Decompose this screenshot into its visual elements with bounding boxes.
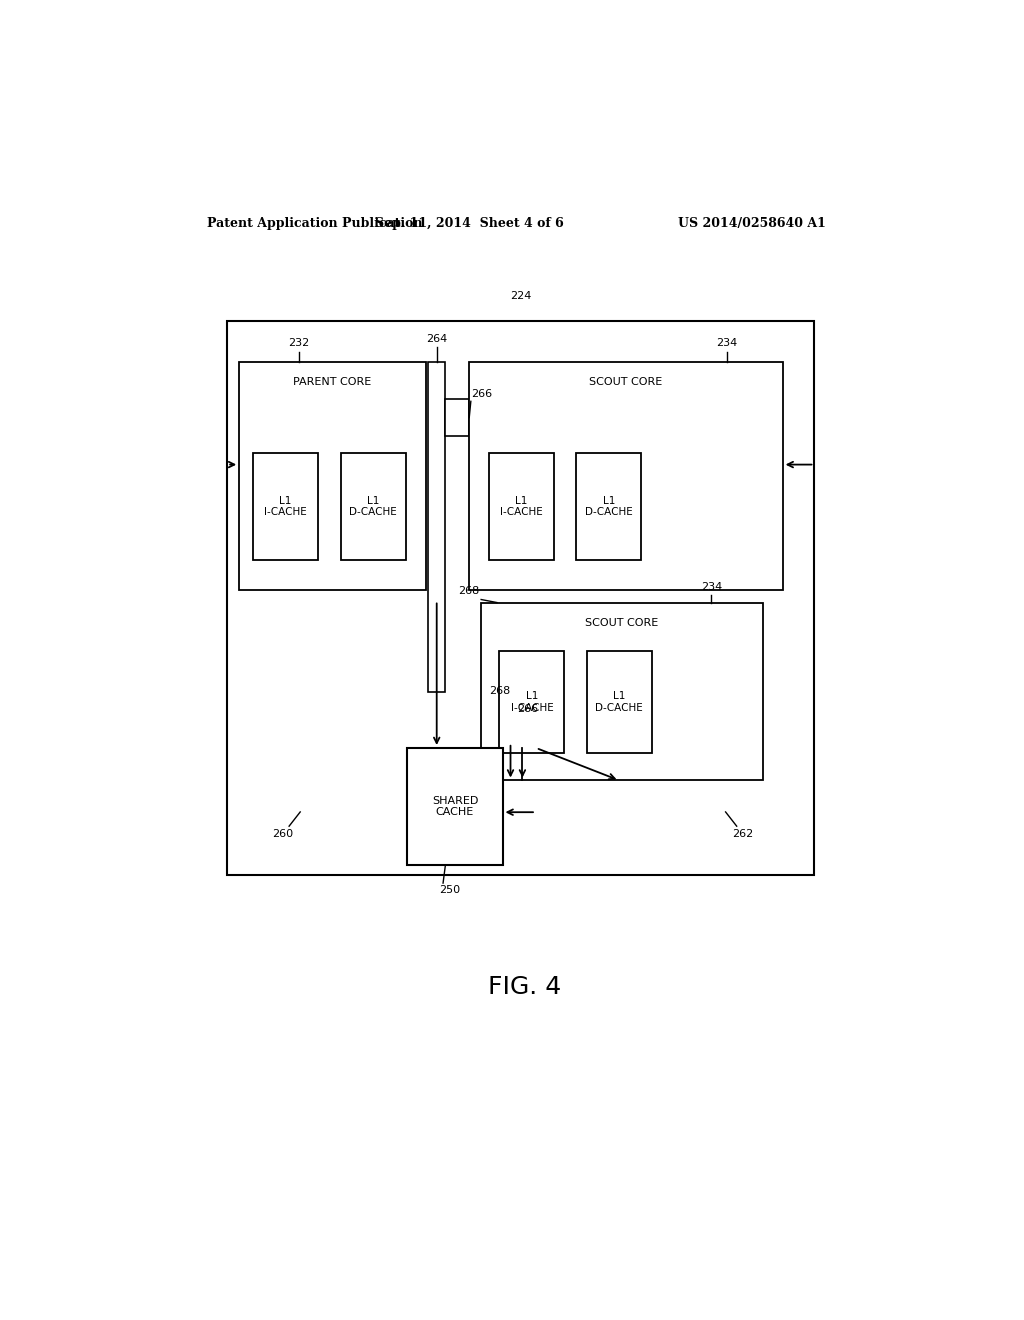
Bar — [428, 362, 445, 692]
Text: FIG. 4: FIG. 4 — [488, 974, 561, 999]
Bar — [469, 362, 782, 590]
Bar — [253, 453, 317, 560]
Bar — [577, 453, 641, 560]
Text: L1
I-CACHE: L1 I-CACHE — [264, 496, 306, 517]
Text: 268: 268 — [459, 586, 479, 597]
Text: 264: 264 — [426, 334, 447, 345]
Text: 250: 250 — [439, 886, 460, 895]
Text: 260: 260 — [272, 829, 293, 840]
Bar — [341, 453, 406, 560]
Text: 266: 266 — [517, 705, 538, 714]
Text: L1
I-CACHE: L1 I-CACHE — [511, 692, 553, 713]
Text: 262: 262 — [732, 829, 754, 840]
Bar — [445, 399, 469, 436]
Bar — [227, 321, 814, 875]
Bar — [587, 651, 651, 752]
Text: 224: 224 — [510, 290, 531, 301]
Text: PARENT CORE: PARENT CORE — [293, 378, 372, 387]
Text: L1
D-CACHE: L1 D-CACHE — [349, 496, 397, 517]
Text: Sep. 11, 2014  Sheet 4 of 6: Sep. 11, 2014 Sheet 4 of 6 — [375, 216, 563, 230]
Text: SHARED
CACHE: SHARED CACHE — [432, 796, 478, 817]
Text: L1
I-CACHE: L1 I-CACHE — [501, 496, 543, 517]
Text: L1
D-CACHE: L1 D-CACHE — [595, 692, 643, 713]
Text: 232: 232 — [288, 338, 309, 348]
Text: 266: 266 — [471, 389, 492, 399]
Text: Patent Application Publication: Patent Application Publication — [207, 216, 423, 230]
Bar — [489, 453, 554, 560]
Text: 234: 234 — [700, 582, 722, 593]
Text: SCOUT CORE: SCOUT CORE — [590, 378, 663, 387]
Text: 268: 268 — [489, 686, 510, 696]
Bar — [408, 748, 503, 865]
Bar — [240, 362, 426, 590]
Bar — [500, 651, 564, 752]
Bar — [481, 602, 763, 780]
Text: L1
D-CACHE: L1 D-CACHE — [585, 496, 633, 517]
Text: US 2014/0258640 A1: US 2014/0258640 A1 — [679, 216, 826, 230]
Text: 234: 234 — [717, 338, 738, 348]
Text: SCOUT CORE: SCOUT CORE — [586, 618, 658, 628]
